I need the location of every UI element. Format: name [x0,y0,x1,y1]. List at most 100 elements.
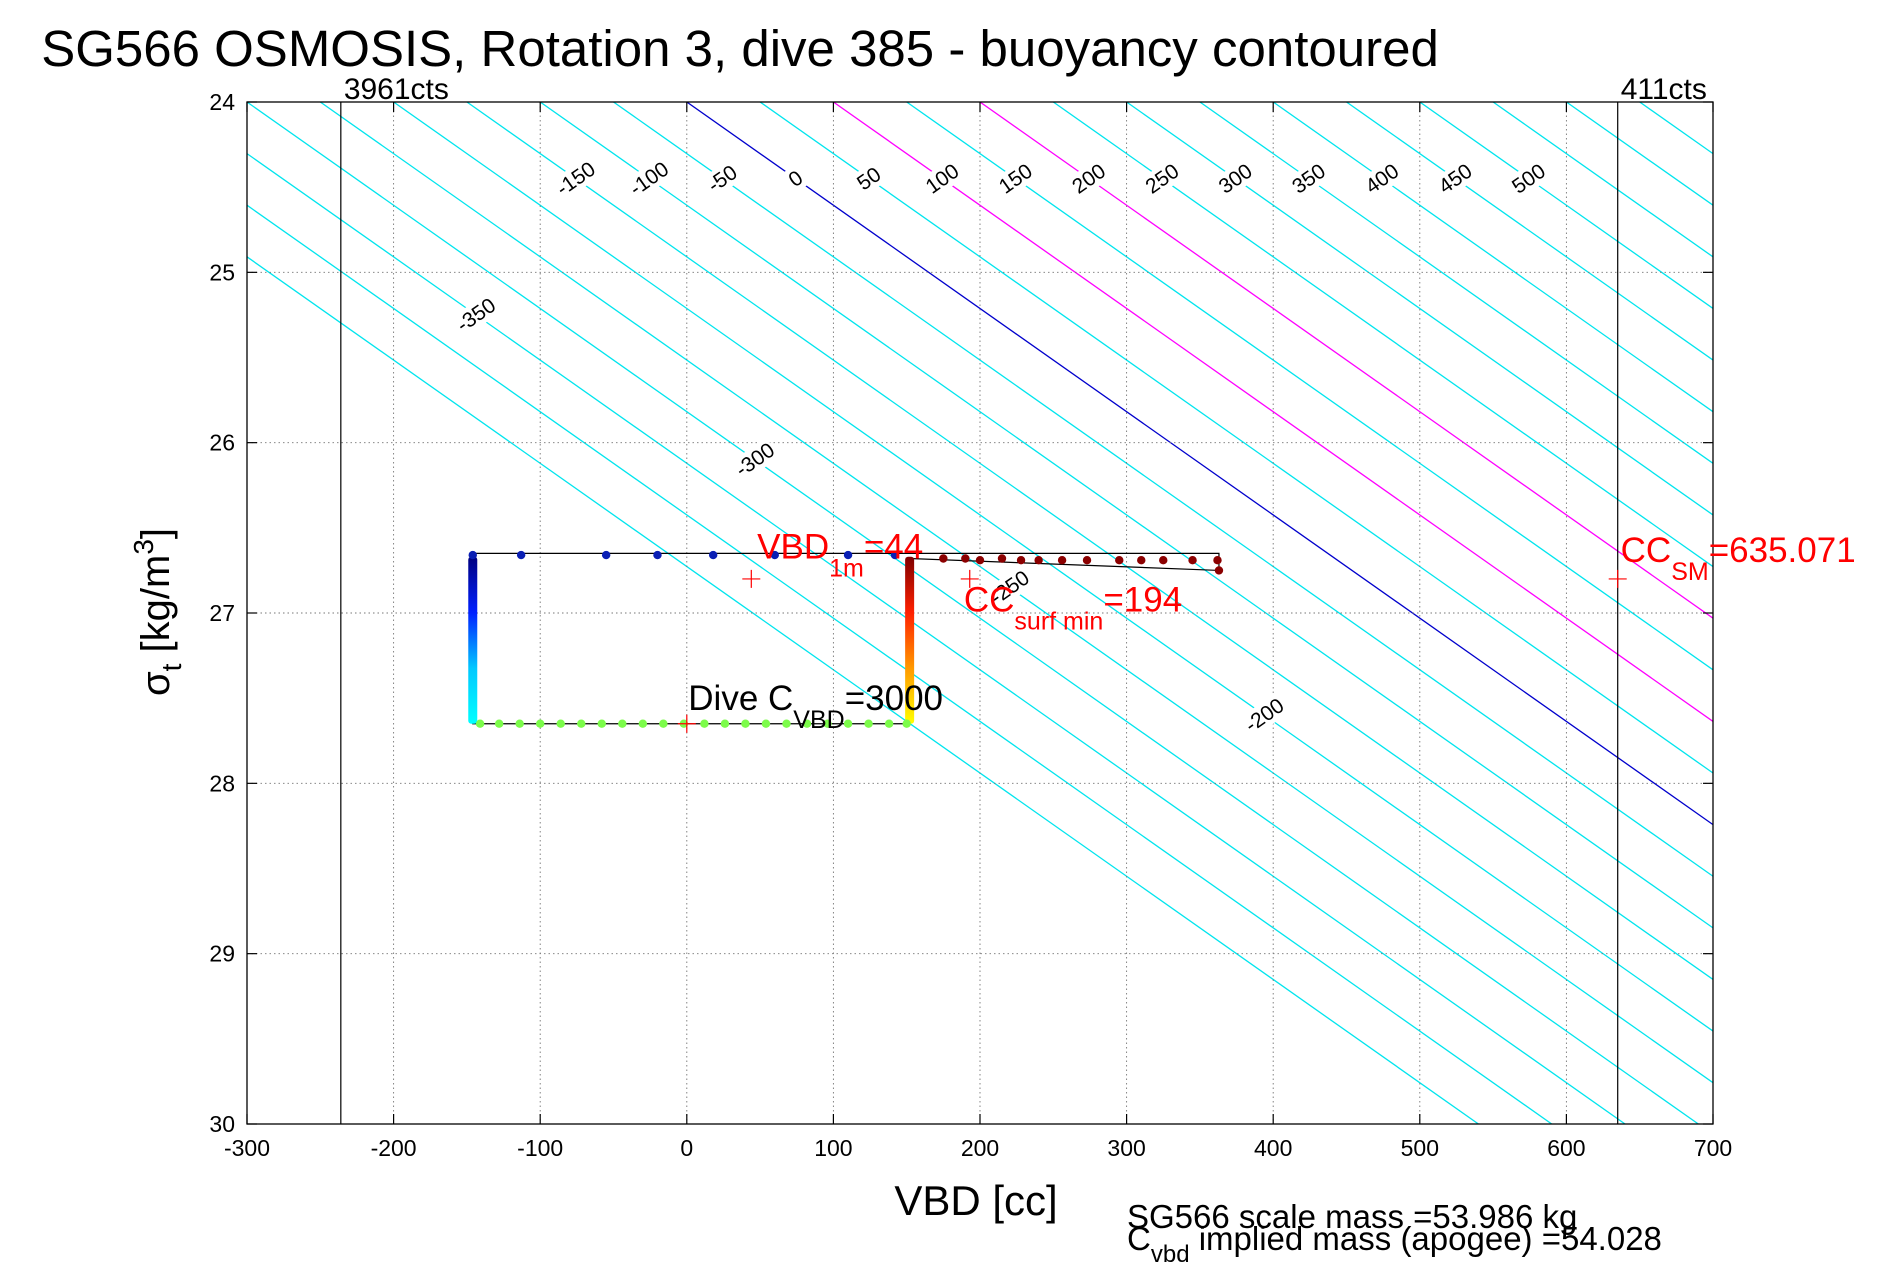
data-point [1034,555,1043,565]
data-point [601,550,611,560]
footer-implied-mass-subscript: vbd [1151,1241,1190,1262]
data-point [823,719,832,728]
contour-line [686,102,1713,826]
contour-line [1272,102,1713,413]
contour-label-background [730,437,780,483]
data-point [1137,555,1146,565]
contour-label-background [1503,156,1554,202]
data-point [618,719,627,728]
plus-marker [677,714,696,733]
annotation-value: =3000 [845,679,943,718]
annotation-value: =44 [864,527,923,566]
data-point [802,719,812,728]
data-point [770,550,779,560]
contour-label-background [1137,156,1188,202]
gradient-column [468,556,478,724]
chart-title: SG566 OSMOSIS, Rotation 3, dive 385 - bu… [41,20,1439,77]
y-axis-label-symbol: σ [134,671,178,696]
y-axis-label-unit: [kg/m [134,555,178,664]
footer-implied-mass-rest: implied mass (apogee) =54.028 [1190,1220,1662,1257]
y-axis-label-superscript: 3 [128,539,159,555]
data-points [468,550,1224,728]
contour-label: -300 [731,439,779,482]
contour-line [247,204,1553,1124]
contour-line [247,152,1626,1124]
y-tick-label: 24 [209,89,235,115]
annotation-value: =194 [1103,580,1182,619]
y-axis-label-subscript: t [156,663,187,671]
count-limit-label: 411cts [1621,73,1707,106]
contour-line [1199,102,1713,465]
y-tick-label: 30 [209,1111,235,1137]
annotation-markers [677,569,1627,733]
count-limit-lines: 3961cts 411cts [340,73,1707,1124]
data-point [843,550,853,560]
data-point [890,550,900,560]
contour-line [1419,102,1713,310]
contour-line [1639,102,1713,155]
contour-label: -100 [626,158,674,201]
data-point [536,719,545,728]
contour-labels: -350-300-250-200-150 -100 -50 0 50 100 150 200 2… [451,156,1554,738]
contour-line [1712,102,1713,103]
contour-line [247,256,1479,1124]
annotation-main: Dive C [688,679,793,718]
data-point [1214,566,1224,575]
data-point [1082,555,1092,565]
contour-label: -200 [1241,694,1289,737]
y-tick-label: 28 [209,770,235,796]
x-tick-label: 400 [1254,1135,1292,1161]
data-point [975,555,985,565]
data-point [1016,555,1026,565]
data-point [659,719,668,728]
annotation: VBD1m=44 [757,527,923,582]
plus-marker [742,569,761,588]
data-point [782,719,791,728]
data-point [653,550,662,560]
contour-label-background [770,156,821,202]
x-tick-label: 300 [1107,1135,1145,1161]
data-point [475,719,485,728]
contour-label-background [990,156,1041,202]
contour-line [759,102,1713,774]
data-point [902,719,911,728]
data-point [761,719,771,728]
data-point [516,550,526,560]
gradient-columns [468,556,915,724]
data-point [494,719,504,728]
annotation-value: =635.071 [1709,531,1856,570]
contour-line [1126,102,1713,516]
contour-label-background [917,156,968,202]
data-point [597,719,606,728]
y-tick-label: 29 [209,941,235,967]
data-point [961,554,970,563]
annotation-main: CC [1621,531,1672,570]
data-point [843,719,853,728]
data-point [939,554,948,563]
data-point [864,719,873,728]
data-point [884,719,894,728]
footer-implied-mass: Cvbd implied mass (apogee) =54.028 [1127,1220,1662,1262]
annotation-main: VBD [757,527,829,566]
contour-label-background [1239,692,1290,738]
data-point [556,719,565,728]
contour-label-background [624,156,674,202]
contour-line [906,102,1713,671]
axes-frame [246,101,1714,1125]
data-point [997,554,1007,563]
annotation-main: CC [964,580,1015,619]
x-tick-label: 600 [1547,1135,1585,1161]
y-axis-label-close: ] [134,528,178,539]
contour-label-background [550,156,601,202]
data-point [577,719,586,728]
footer: SG566 scale mass =53.986 kg Cvbd implied… [1127,1198,1662,1262]
annotation: CCsurf min=194 [964,580,1182,635]
footer-implied-mass-main: C [1127,1220,1151,1257]
x-tick-label: -100 [517,1135,563,1161]
y-axis-label: σt [kg/m3] [128,528,187,696]
count-limit-label: 3961cts [344,73,449,106]
x-tick-label: 0 [680,1135,693,1161]
data-point [1057,555,1067,565]
